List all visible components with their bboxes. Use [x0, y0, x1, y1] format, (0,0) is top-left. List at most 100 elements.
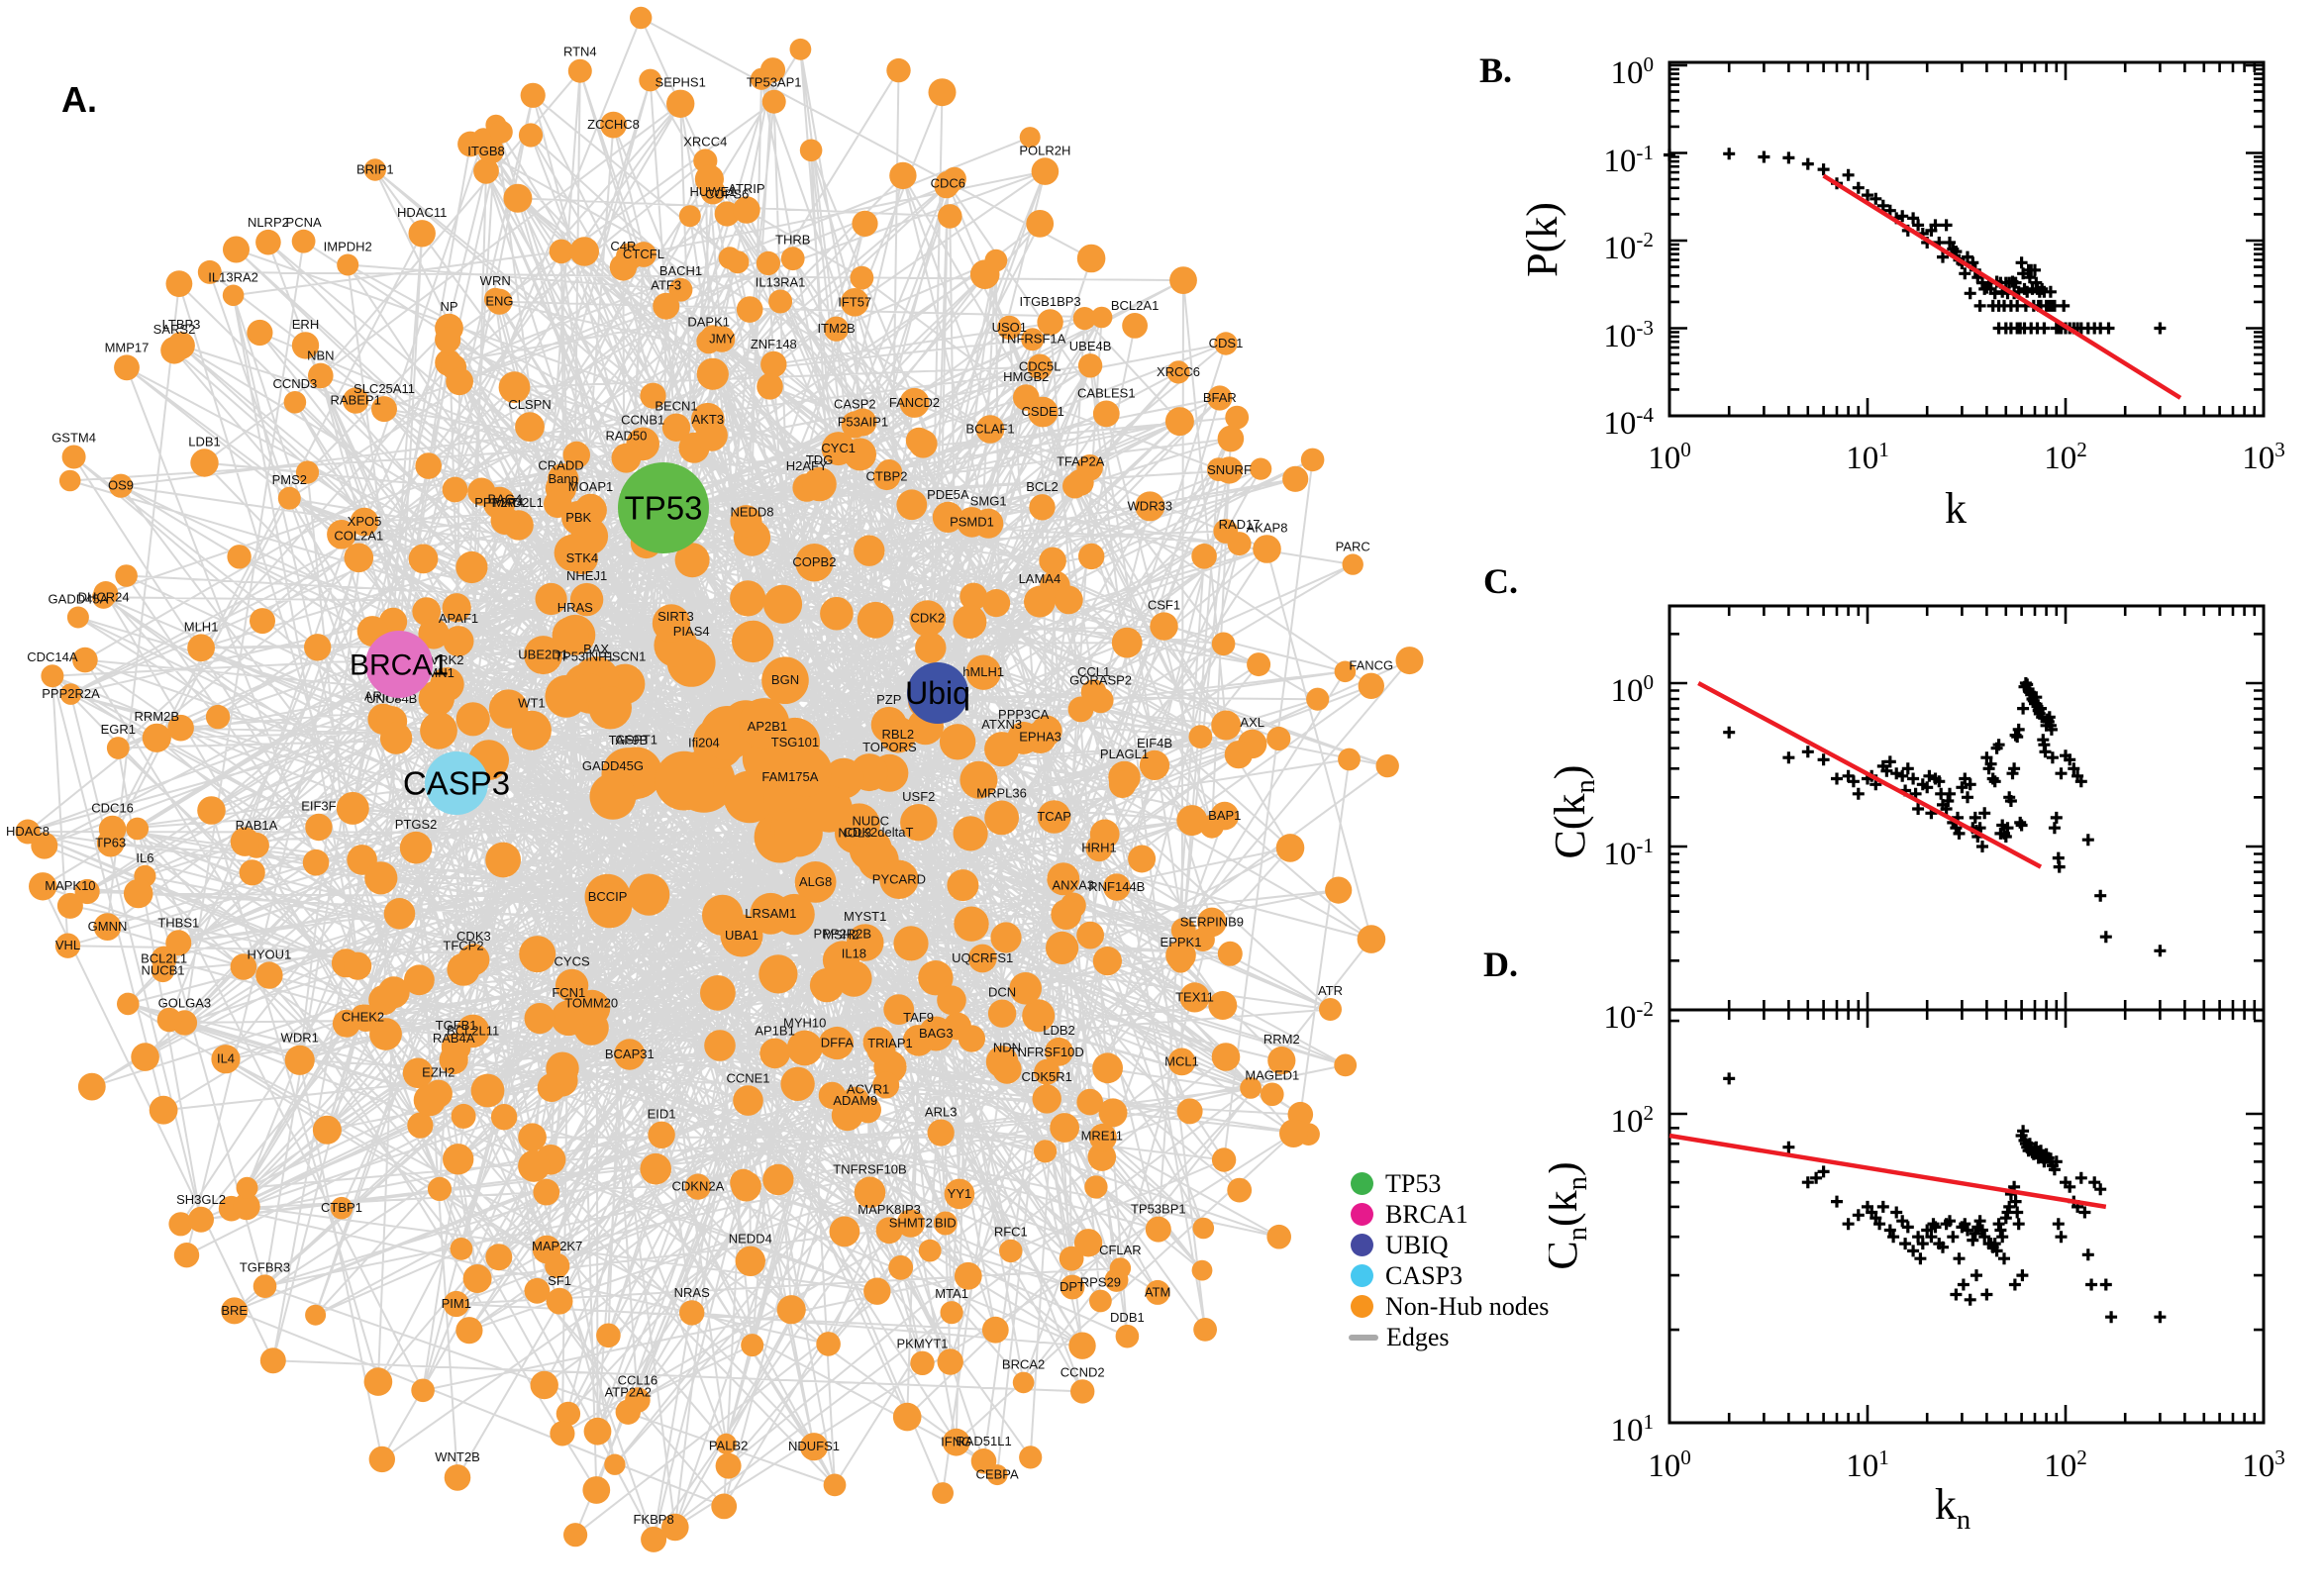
- svg-text:BCL2: BCL2: [1026, 479, 1059, 494]
- legend-label: BRCA1: [1385, 1199, 1468, 1229]
- hub-node-tp53: [618, 462, 709, 553]
- svg-text:USF2: USF2: [902, 789, 935, 804]
- svg-text:EPPK1: EPPK1: [1161, 935, 1202, 949]
- svg-text:ENG: ENG: [485, 294, 513, 309]
- svg-text:CRADD: CRADD: [538, 458, 583, 473]
- svg-text:P53AIP1: P53AIP1: [838, 415, 888, 430]
- svg-text:TAF9: TAF9: [903, 1010, 934, 1025]
- svg-text:TP63: TP63: [95, 836, 126, 850]
- svg-text:MYST1: MYST1: [844, 909, 886, 924]
- svg-text:CTBP1: CTBP1: [321, 1200, 362, 1215]
- svg-text:IFT57: IFT57: [838, 294, 871, 309]
- svg-text:RNF144B: RNF144B: [1088, 879, 1145, 894]
- legend-label: Edges: [1386, 1322, 1450, 1351]
- svg-text:BACH1: BACH1: [659, 263, 702, 278]
- svg-text:CHEK2: CHEK2: [342, 1009, 384, 1024]
- svg-text:PIAS4: PIAS4: [673, 624, 710, 639]
- y-tick-label-b: 10-4: [1603, 403, 1654, 442]
- svg-text:HYOU1: HYOU1: [248, 947, 292, 961]
- svg-text:CYCS: CYCS: [555, 954, 590, 969]
- svg-text:SEPHS1: SEPHS1: [656, 75, 706, 90]
- svg-text:BCL2A1: BCL2A1: [1111, 298, 1159, 313]
- svg-text:MLH1: MLH1: [184, 620, 219, 635]
- svg-text:CDC14A: CDC14A: [27, 649, 78, 664]
- svg-text:PDE5A: PDE5A: [927, 487, 969, 502]
- svg-text:ANXA3: ANXA3: [1052, 878, 1094, 893]
- legend-dot-icon: [1351, 1234, 1373, 1256]
- svg-text:PSMD1: PSMD1: [950, 514, 994, 529]
- svg-text:CDK2: CDK2: [910, 611, 945, 626]
- svg-text:NDUFS1: NDUFS1: [788, 1439, 840, 1453]
- svg-text:IFNG: IFNG: [941, 1435, 971, 1449]
- svg-text:LDB2: LDB2: [1043, 1023, 1075, 1038]
- svg-text:RAB4A: RAB4A: [433, 1031, 475, 1046]
- x-tick-label-b: 102: [2044, 438, 2087, 476]
- plot-b: [1664, 60, 2266, 418]
- svg-text:CDKN2A: CDKN2A: [672, 1179, 725, 1194]
- svg-text:SH3GL2: SH3GL2: [176, 1192, 226, 1207]
- x-tick-label-b: 103: [2242, 438, 2285, 476]
- hub-node-ubiq: [907, 662, 968, 724]
- svg-text:LRSAM1: LRSAM1: [745, 906, 796, 921]
- svg-text:AP1B1: AP1B1: [755, 1024, 794, 1039]
- svg-text:BAX: BAX: [583, 642, 609, 656]
- svg-text:AKAP8: AKAP8: [1247, 520, 1288, 535]
- svg-text:POLR2H: POLR2H: [1019, 143, 1070, 157]
- svg-text:DPT: DPT: [1060, 1279, 1085, 1294]
- svg-text:HUWE1: HUWE1: [690, 184, 737, 199]
- svg-text:MAPK10: MAPK10: [45, 878, 95, 893]
- data-points: [1723, 1072, 2167, 1324]
- svg-text:NUDC: NUDC: [853, 813, 890, 828]
- y-tick-label-c: 100: [1610, 670, 1654, 709]
- svg-text:CCND2: CCND2: [1060, 1364, 1105, 1379]
- svg-text:BGN: BGN: [771, 672, 799, 687]
- svg-text:MAPK8IP3: MAPK8IP3: [858, 1202, 921, 1217]
- svg-text:CSF1: CSF1: [1148, 597, 1180, 612]
- legend-dot-icon: [1351, 1264, 1373, 1287]
- svg-text:PYCARD: PYCARD: [872, 871, 926, 886]
- y-tick-label-c: 10-2: [1603, 997, 1654, 1036]
- svg-text:WT1: WT1: [518, 696, 545, 711]
- svg-text:NDN: NDN: [993, 1040, 1021, 1054]
- network-graph: TCAP Ifi204 TP53INP1 P53AIP1 H2AFY SMG1 ZCCHC8…: [6, 6, 1424, 1552]
- svg-text:RFC1: RFC1: [994, 1225, 1028, 1240]
- y-tick-label-b: 10-1: [1603, 140, 1654, 179]
- svg-text:MRE11: MRE11: [1081, 1128, 1123, 1143]
- svg-text:RBL2: RBL2: [882, 727, 915, 742]
- svg-text:BAG4: BAG4: [488, 491, 523, 506]
- svg-text:NBN: NBN: [307, 349, 334, 363]
- fit-line: [1668, 1133, 2107, 1210]
- legend-item-ubiq: UBIQ: [1351, 1230, 1549, 1260]
- data-points: [1664, 148, 2167, 335]
- svg-text:EZH2: EZH2: [422, 1065, 454, 1080]
- axis-ticks: [1669, 606, 2264, 1010]
- svg-text:CCNB1: CCNB1: [621, 412, 664, 427]
- svg-text:JMY: JMY: [709, 332, 735, 347]
- svg-text:VHL: VHL: [55, 938, 80, 952]
- svg-text:RAD50: RAD50: [605, 429, 647, 444]
- svg-text:IL18: IL18: [842, 946, 866, 960]
- svg-text:ERH: ERH: [292, 317, 319, 332]
- y-tick-label-d: 101: [1610, 1410, 1654, 1448]
- svg-text:UQCRFS1: UQCRFS1: [952, 950, 1013, 965]
- svg-text:TGFB1: TGFB1: [436, 1018, 477, 1033]
- svg-text:NP: NP: [440, 299, 457, 314]
- svg-text:NOL3: NOL3: [838, 826, 871, 841]
- svg-text:USO1: USO1: [992, 320, 1027, 335]
- svg-text:BID: BID: [935, 1216, 957, 1231]
- legend-dot-icon: [1351, 1172, 1373, 1195]
- svg-text:BAG3: BAG3: [919, 1026, 954, 1041]
- y-tick-label-b: 10-3: [1603, 315, 1654, 354]
- panel-d-label: D.: [1483, 945, 1518, 984]
- legend-label: Non-Hub nodes: [1385, 1291, 1550, 1321]
- plot-d: [1667, 1008, 2266, 1425]
- svg-text:BRIP1: BRIP1: [356, 162, 394, 177]
- svg-text:ARL3: ARL3: [925, 1105, 958, 1120]
- svg-text:VRK2: VRK2: [431, 652, 464, 667]
- plot-c: [1667, 604, 2266, 1012]
- svg-text:CCND3: CCND3: [273, 376, 318, 391]
- svg-text:ATR: ATR: [1318, 983, 1343, 998]
- svg-text:TSG101: TSG101: [771, 735, 819, 749]
- svg-text:Ifi204: Ifi204: [688, 736, 720, 750]
- svg-text:Banp: Banp: [549, 471, 578, 486]
